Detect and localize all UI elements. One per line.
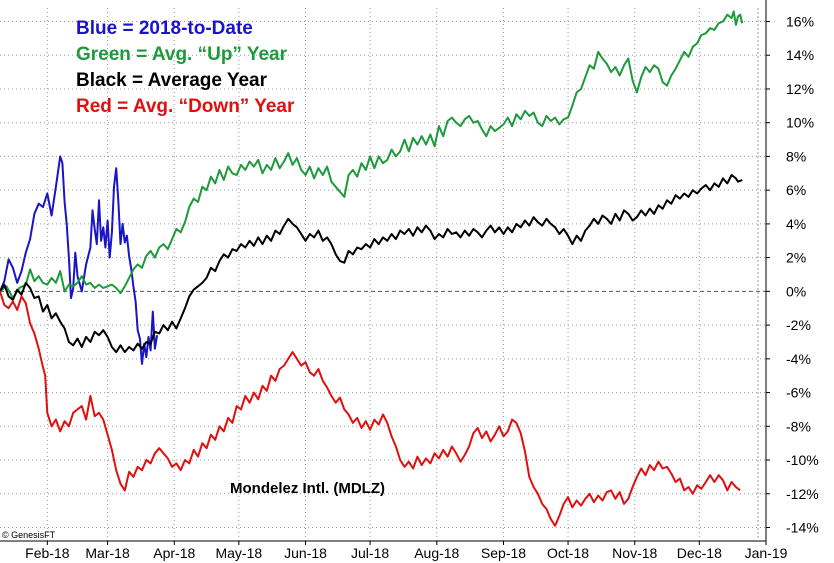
x-tick-label: Oct-18: [547, 545, 589, 561]
series-line-2: [0, 174, 743, 354]
y-tick-label: 8%: [786, 148, 806, 164]
y-tick-label: -12%: [786, 486, 819, 502]
y-tick-label: 12%: [786, 81, 814, 97]
gridlines: [0, 8, 766, 541]
y-tick-label: -6%: [786, 385, 811, 401]
x-tick-label: Nov-18: [612, 545, 657, 561]
x-tick-label: Jul-18: [351, 545, 389, 561]
x-tick-label: Feb-18: [25, 545, 70, 561]
y-tick-label: 14%: [786, 47, 814, 63]
x-tick-label: Sep-18: [481, 545, 526, 561]
y-tick-label: 4%: [786, 216, 806, 232]
y-tick-label: -4%: [786, 351, 811, 367]
y-tick-label: -14%: [786, 520, 819, 536]
legend-blue: Blue = 2018-to-Date: [76, 18, 253, 39]
x-axis-ticks: Feb-18 Mar-18 Apr-18 May-18 Jun-18 Jul-18 Aug-…: [25, 541, 788, 561]
y-tick-label: -2%: [786, 317, 811, 333]
y-tick-label: 0%: [786, 283, 806, 299]
x-tick-label: Dec-18: [677, 545, 722, 561]
series-line-3: [0, 291, 741, 527]
series-line-0: [0, 155, 159, 365]
x-tick-label: Aug-18: [414, 545, 459, 561]
y-tick-label: -8%: [786, 418, 811, 434]
y-tick-label: 10%: [786, 115, 814, 131]
y-tick-label: 16%: [786, 13, 814, 29]
x-tick-label: Jun-18: [284, 545, 327, 561]
y-tick-label: 2%: [786, 250, 806, 266]
legend-black: Black = Average Year: [76, 70, 268, 91]
series-lines: [0, 10, 744, 527]
x-tick-label: Mar-18: [85, 545, 130, 561]
y-axis-ticks: 16% 14% 12% 10% 8% 6% 4% 2% 0% -2% -4% -6% -8% -10% -1…: [766, 13, 819, 536]
legend-green: Green = Avg. “Up” Year: [76, 44, 288, 65]
copyright-notice: © GenesisFT: [2, 530, 56, 540]
x-tick-label: May-18: [215, 545, 262, 561]
series-line-1: [0, 10, 744, 300]
x-tick-label: Jan-19: [745, 545, 788, 561]
x-tick-label: Apr-18: [153, 545, 195, 561]
y-tick-label: 6%: [786, 182, 806, 198]
y-tick-label: -10%: [786, 452, 819, 468]
plot-frame: [0, 0, 767, 542]
chart-annotation: Mondelez Intl. (MDLZ): [230, 480, 385, 497]
legend-red: Red = Avg. “Down” Year: [76, 96, 295, 117]
